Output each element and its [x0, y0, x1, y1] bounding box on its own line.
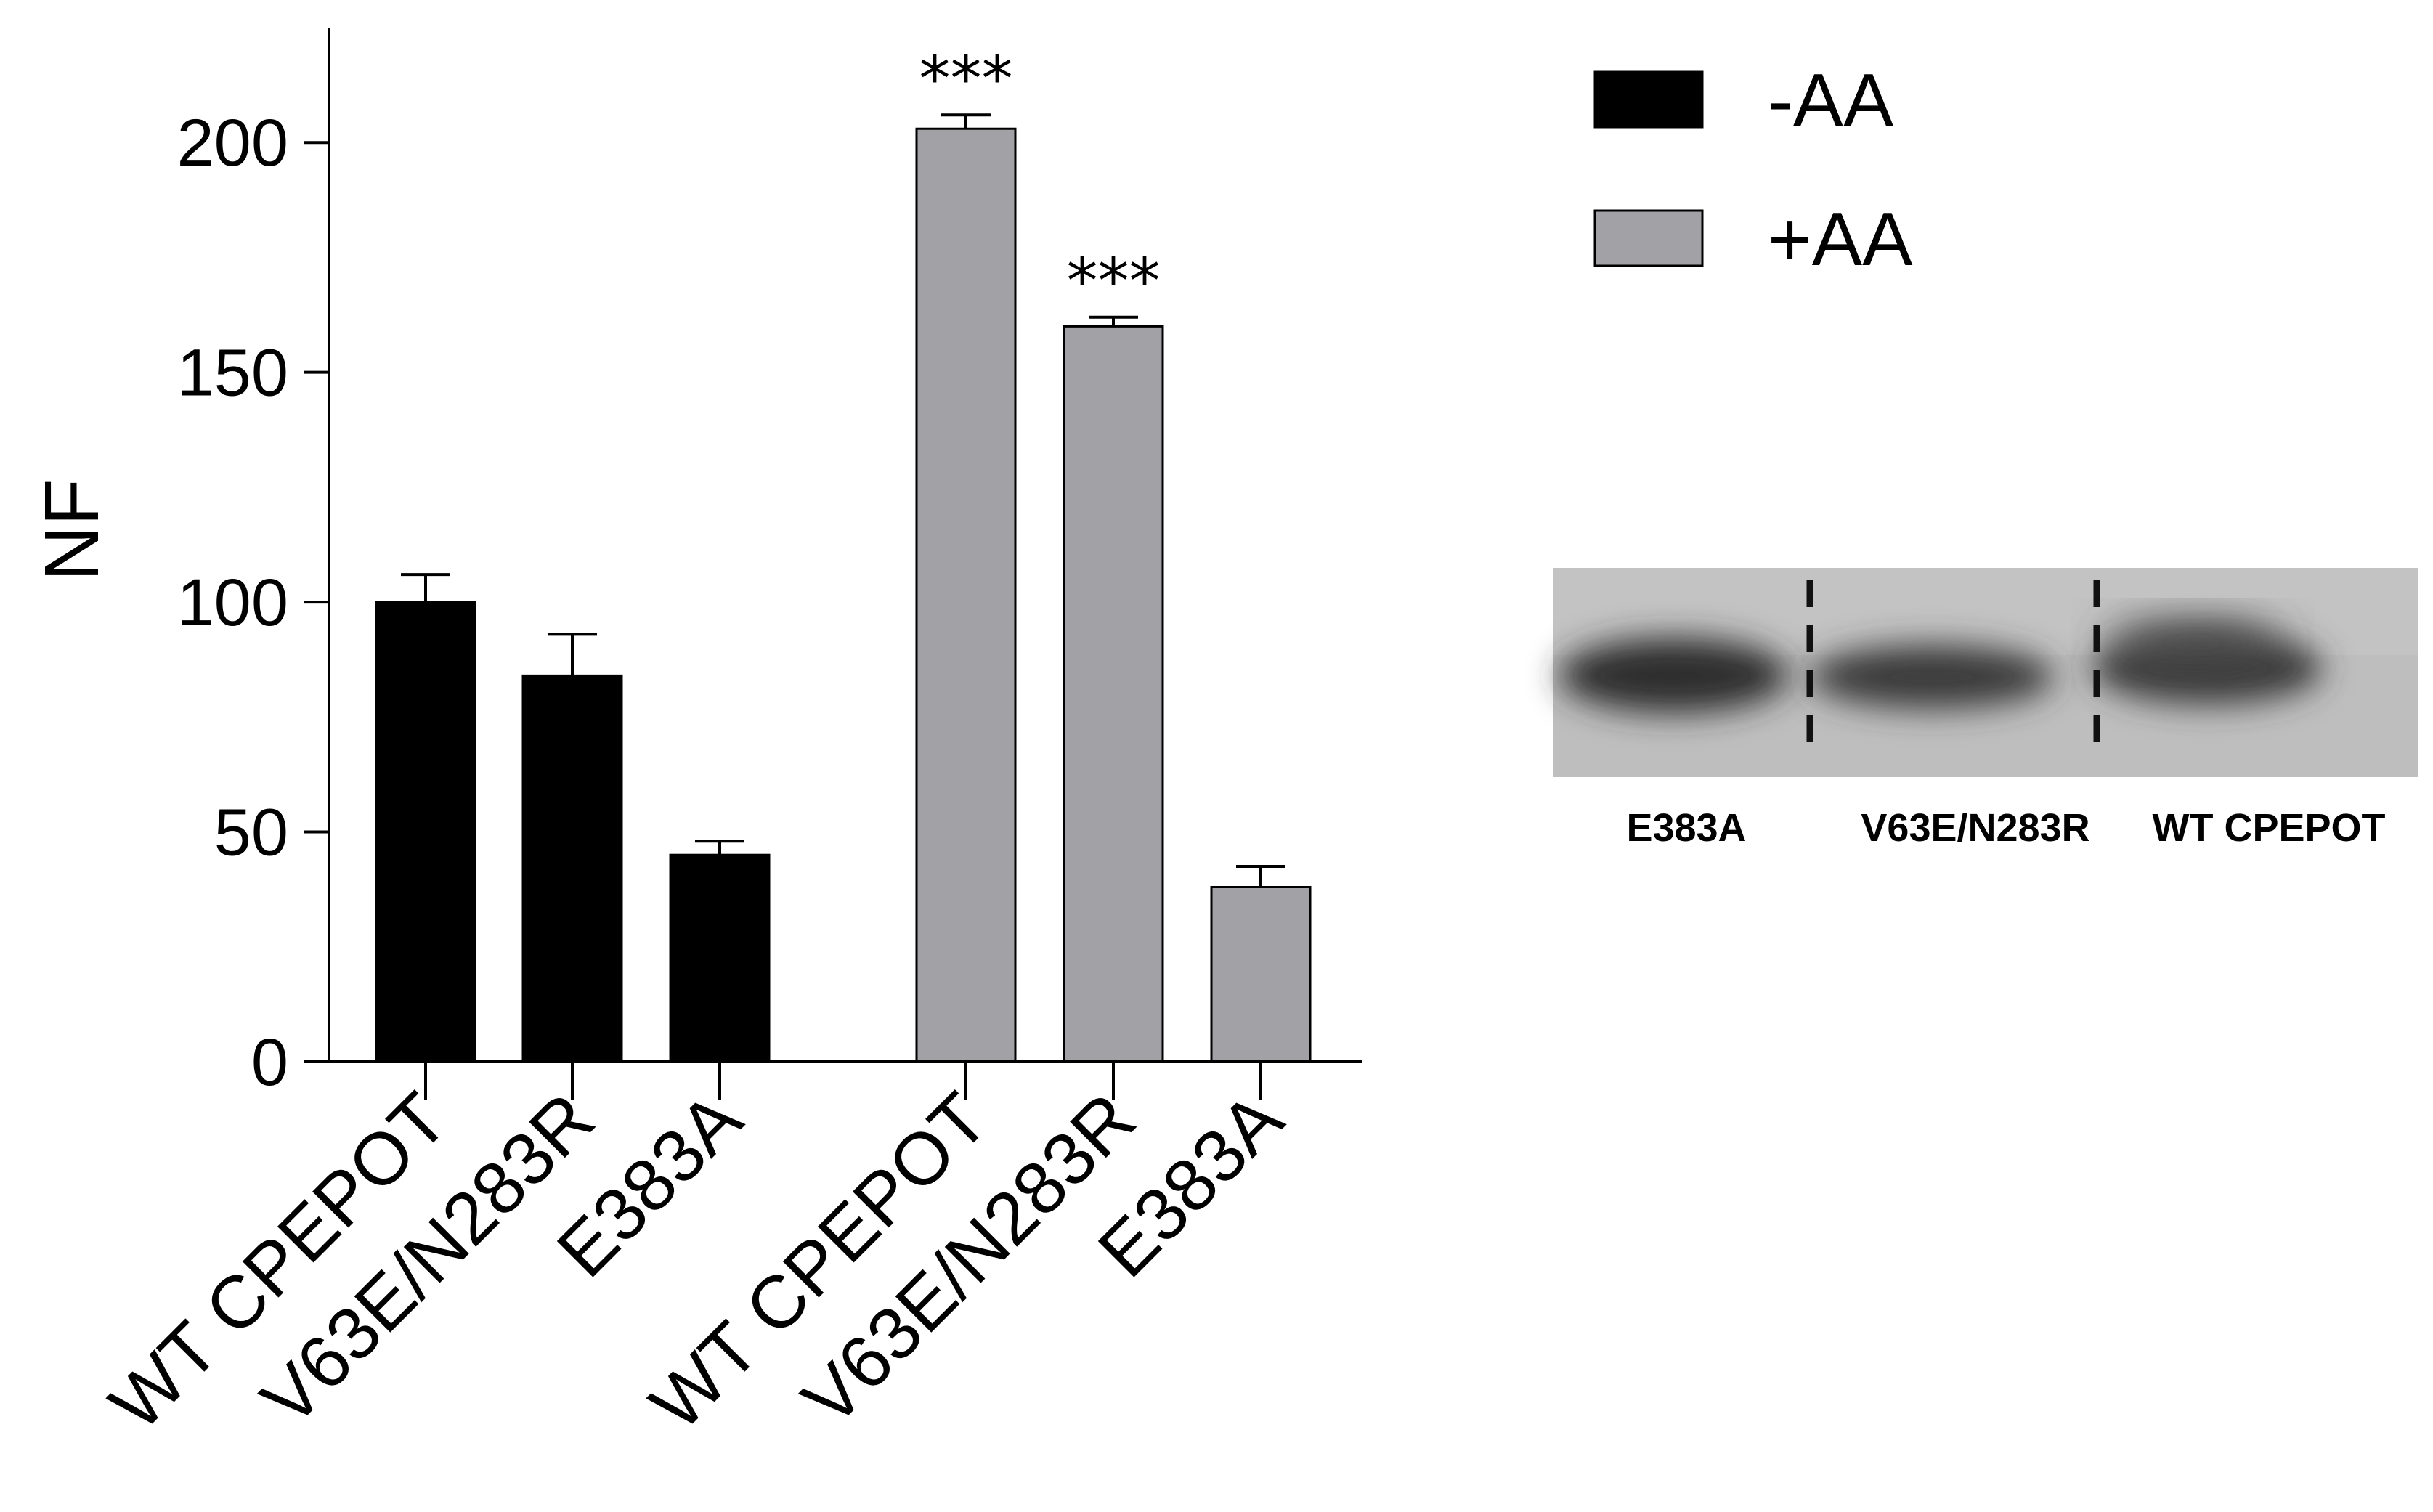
legend-swatch-plus-aa	[1593, 209, 1704, 267]
y-tick-label: 50	[214, 796, 288, 870]
bar-plus-aa-2	[1063, 325, 1164, 1063]
axes-layer	[328, 28, 1362, 1063]
legend-label-plus-aa: +AA	[1768, 198, 1913, 282]
y-tick-label: 200	[177, 106, 289, 180]
y-axis-title: NF	[29, 479, 115, 581]
blot-band-lane-1	[1559, 638, 1789, 713]
significance-marker: ***	[1067, 245, 1161, 318]
western-blot-image: E383A V63E/N283R WT CPEPOT	[1553, 568, 2418, 850]
legend-swatch-minus-aa	[1593, 70, 1704, 129]
bar-plus-aa-1	[915, 127, 1017, 1063]
significance-marker: ***	[919, 43, 1013, 115]
blot-band-lane-2	[1810, 645, 2054, 709]
bar-minus-aa-1	[375, 601, 476, 1063]
bar-plus-aa-3	[1210, 886, 1312, 1063]
bar-minus-aa-2	[521, 674, 623, 1063]
legend: -AA +AA	[1593, 59, 1913, 282]
blot-band-lane-3-upper	[2106, 622, 2280, 663]
blot-lane-label-3: WT CPEPOT	[2153, 806, 2386, 850]
bar-chart: *** *** 0 50 100 150 200 WT CPEPOTV63E/N283RE…	[29, 28, 1362, 1446]
legend-label-minus-aa: -AA	[1768, 59, 1894, 143]
error-bars-layer	[401, 113, 1285, 887]
bars-layer	[375, 127, 1312, 1063]
blot-lane-label-2: V63E/N283R	[1861, 806, 2089, 850]
bar-minus-aa-3	[669, 853, 771, 1063]
blot-lane-label-1: E383A	[1626, 806, 1746, 850]
y-tick-label: 150	[177, 336, 289, 410]
y-tick-label: 100	[177, 566, 289, 640]
y-tick-label: 0	[251, 1025, 288, 1100]
significance-layer: *** ***	[919, 43, 1161, 317]
y-ticks-layer: 0 50 100 150 200	[177, 106, 329, 1100]
